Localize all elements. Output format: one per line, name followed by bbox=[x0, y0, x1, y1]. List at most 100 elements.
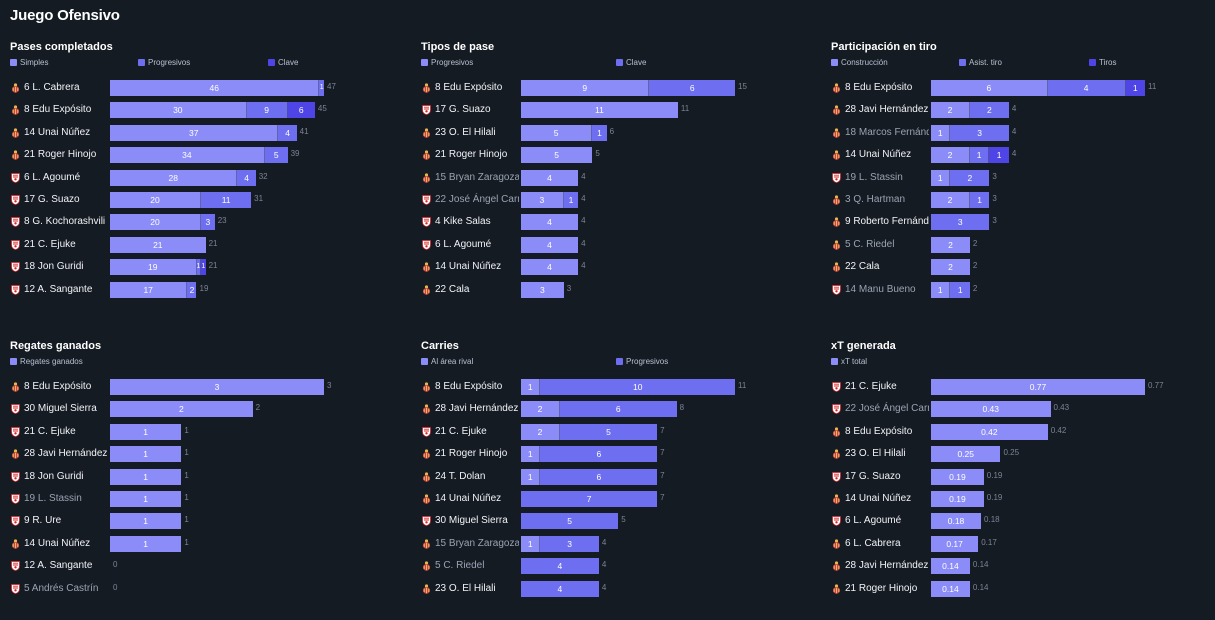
player-label: 21 Roger Hinojo bbox=[421, 445, 519, 463]
legend-label: Progresivos bbox=[148, 58, 191, 67]
bar-row: 5 Andrés Castrín 0 bbox=[10, 580, 405, 598]
bar-segment: 0.18 bbox=[931, 513, 982, 530]
bar-row: 18 Jon Guridi 1 1 bbox=[10, 468, 405, 486]
espanyol-crest-icon bbox=[422, 150, 431, 160]
bar-total: 4 bbox=[601, 560, 607, 570]
bar-segment: 4 bbox=[278, 124, 297, 141]
bar-row: 14 Unai Núñez 1 1 bbox=[10, 535, 405, 553]
player-label: 8 G. Kochorashvili bbox=[10, 213, 108, 231]
espanyol-crest-icon bbox=[11, 128, 20, 138]
chart-panel: Pases completados Simples Progresivos Clave… bbox=[10, 41, 405, 311]
sevilla-crest-icon bbox=[11, 195, 20, 205]
espanyol-crest-icon bbox=[832, 105, 841, 116]
player-label: 5 C. Riedel bbox=[831, 236, 929, 254]
player-name: 30 Miguel Sierra bbox=[24, 403, 97, 415]
player-label: 8 Edu Expósito bbox=[831, 79, 929, 97]
player-label: 30 Miguel Sierra bbox=[421, 512, 519, 530]
bar-segment: 1 bbox=[110, 535, 182, 552]
bar-segment: 3 bbox=[110, 379, 324, 395]
player-name: 21 Roger Hinojo bbox=[845, 582, 918, 594]
bar-segment: 1 bbox=[931, 281, 951, 298]
bar-row: 15 Bryan Zaragoza 4 4 bbox=[421, 169, 816, 187]
espanyol-crest-icon bbox=[832, 128, 841, 138]
bar-row: 4 Kike Salas 4 4 bbox=[421, 213, 816, 231]
legend-label: Regates ganados bbox=[20, 357, 83, 366]
legend-swatch bbox=[616, 357, 623, 365]
bar-row: 21 Roger Hinojo 1 6 7 bbox=[421, 445, 816, 463]
bar-segment: 2 bbox=[931, 236, 970, 253]
bar-total: 0.77 bbox=[1148, 381, 1164, 390]
bar-row: 21 Roger Hinojo 34 5 39 bbox=[10, 146, 405, 164]
bar-segment: 21 bbox=[110, 236, 206, 253]
legend-item: Simples bbox=[10, 58, 48, 67]
bar-row: 3 Q. Hartman 2 1 3 bbox=[831, 191, 1215, 209]
espanyol-crest-icon bbox=[422, 471, 431, 482]
legend-swatch bbox=[138, 58, 145, 66]
espanyol-crest-icon bbox=[422, 494, 431, 504]
bar-segment: 6 bbox=[540, 468, 658, 485]
bar-segment: 2 bbox=[110, 401, 253, 418]
player-name: 18 Jon Guridi bbox=[24, 470, 84, 482]
espanyol-crest-icon bbox=[422, 83, 431, 93]
player-name: 9 R. Ure bbox=[24, 515, 62, 527]
bar-segment: 11 bbox=[201, 192, 252, 208]
legend-swatch bbox=[1089, 58, 1096, 66]
legend-item: Clave bbox=[616, 58, 646, 67]
player-name: 6 L. Agoumé bbox=[435, 238, 492, 250]
bar-total: 19 bbox=[199, 283, 209, 293]
player-label: 30 Miguel Sierra bbox=[10, 400, 108, 418]
player-name: 22 Cala bbox=[845, 261, 880, 273]
bar-row: 23 O. El Hilali 4 4 bbox=[421, 580, 816, 598]
bar-segment: 9 bbox=[246, 102, 288, 119]
bar-row: 21 C. Ejuke 21 21 bbox=[10, 236, 405, 254]
player-name: 22 José Ángel Carmona bbox=[845, 403, 929, 415]
bar-segment: 1 bbox=[110, 446, 182, 463]
bar-segment: 6 bbox=[287, 102, 315, 119]
player-label: 24 T. Dolan bbox=[421, 468, 519, 486]
espanyol-crest-icon bbox=[422, 583, 431, 594]
legend-item: Regates ganados bbox=[10, 357, 83, 366]
bar-segment: 4 bbox=[521, 169, 579, 186]
bar-segment: 2 bbox=[931, 192, 970, 208]
bar-segment: 0.25 bbox=[931, 446, 1001, 463]
espanyol-crest-icon bbox=[11, 105, 20, 116]
sevilla-crest-icon bbox=[11, 172, 20, 183]
espanyol-crest-icon bbox=[11, 382, 20, 392]
bar-segment: 0.42 bbox=[931, 423, 1048, 440]
player-label: 19 L. Stassin bbox=[831, 169, 929, 187]
legend-swatch bbox=[831, 58, 838, 66]
bar-segment: 1 bbox=[931, 169, 951, 186]
player-label: 5 C. Riedel bbox=[421, 557, 519, 575]
bar-total: 3 bbox=[992, 171, 997, 181]
player-name: 5 Andrés Castrín bbox=[24, 582, 99, 594]
sevilla-crest-icon bbox=[11, 239, 20, 250]
espanyol-crest-icon bbox=[422, 449, 431, 459]
player-label: 3 Q. Hartman bbox=[831, 191, 929, 209]
bar-total: 11 bbox=[738, 381, 747, 390]
player-label: 28 Javi Hernández bbox=[831, 557, 929, 575]
bar-total: 1 bbox=[184, 425, 189, 435]
bar-total: 2 bbox=[972, 238, 978, 248]
espanyol-crest-icon bbox=[832, 583, 841, 594]
espanyol-crest-icon bbox=[832, 195, 841, 205]
legend-swatch bbox=[421, 58, 428, 66]
espanyol-crest-icon bbox=[422, 404, 431, 415]
bar-row: 30 Miguel Sierra 5 5 bbox=[421, 512, 816, 530]
bar-row: 28 Javi Hernández 0.14 0.14 bbox=[831, 557, 1215, 575]
player-label: 22 José Ángel Carmona bbox=[421, 191, 519, 209]
bar-row: 21 C. Ejuke 1 1 bbox=[10, 423, 405, 441]
player-name: 6 L. Agoumé bbox=[24, 171, 81, 183]
bar-segment: 5 bbox=[521, 124, 593, 141]
bar-segment: 1 bbox=[110, 423, 182, 440]
player-name: 19 L. Stassin bbox=[845, 171, 903, 183]
player-name: 14 Unai Núñez bbox=[24, 537, 91, 549]
bar-total: 0.42 bbox=[1050, 425, 1067, 435]
bar-segment: 4 bbox=[521, 580, 599, 597]
espanyol-crest-icon bbox=[832, 83, 841, 93]
player-label: 9 Roberto Fernández bbox=[831, 213, 929, 231]
bar-segment: 1 bbox=[931, 124, 951, 141]
legend-swatch bbox=[421, 357, 428, 365]
bar-segment: 6 bbox=[931, 80, 1048, 96]
bar-segment: 37 bbox=[110, 124, 279, 141]
player-label: 21 Roger Hinojo bbox=[10, 146, 108, 164]
